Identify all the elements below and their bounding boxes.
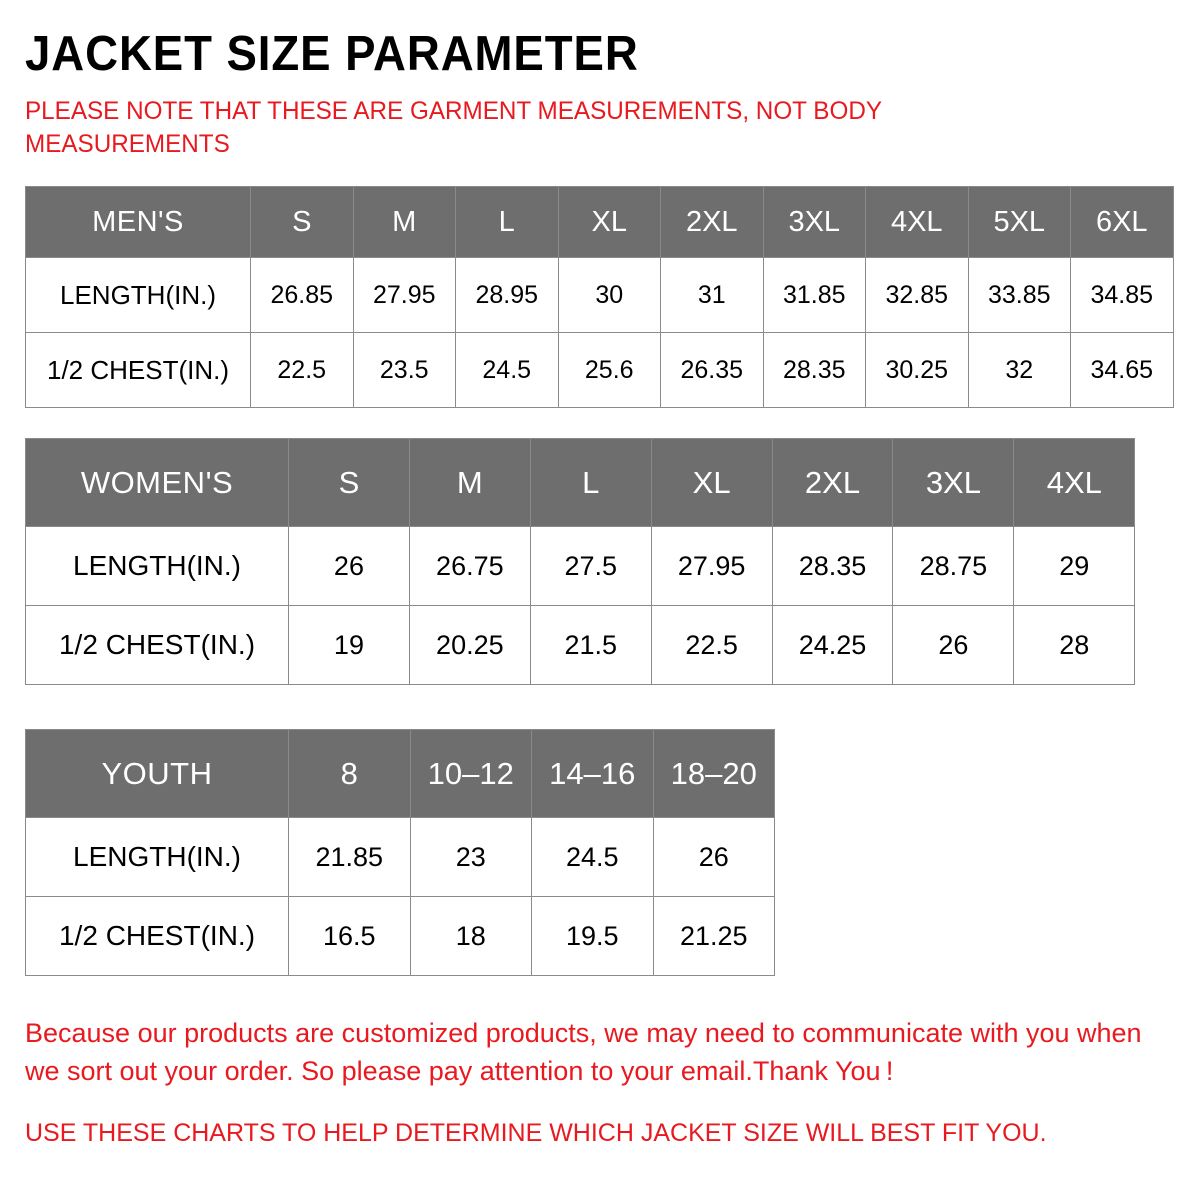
mens-col-header-3xl: 3XL xyxy=(762,186,866,258)
mens-row-label-length: LENGTH(IN.) xyxy=(25,257,251,333)
mens-length-xl: 30 xyxy=(557,257,661,333)
mens-chest-m: 23.5 xyxy=(352,332,456,408)
mens-length-2xl: 31 xyxy=(660,257,764,333)
womens-row-label-chest: 1/2 CHEST(IN.) xyxy=(25,605,289,685)
mens-chest-3xl: 28.35 xyxy=(762,332,866,408)
womens-length-s: 26 xyxy=(288,526,410,606)
youth-chest-14-16: 19.5 xyxy=(531,896,654,976)
garment-measurement-note: PLEASE NOTE THAT THESE ARE GARMENT MEASU… xyxy=(25,97,882,158)
mens-chest-2xl: 26.35 xyxy=(660,332,764,408)
table-header-row: YOUTH 8 10–12 14–16 18–20 xyxy=(25,729,775,818)
mens-length-l: 28.95 xyxy=(455,257,559,333)
footnote-custom-products: Because our products are customized prod… xyxy=(25,1018,1142,1087)
womens-chest-3xl: 26 xyxy=(892,605,1015,685)
womens-col-header-3xl: 3XL xyxy=(892,438,1015,527)
mens-length-m: 27.95 xyxy=(352,257,456,333)
womens-length-l: 27.5 xyxy=(529,526,652,606)
youth-length-8: 21.85 xyxy=(288,817,411,897)
table-row: 1/2 CHEST(IN.) 19 20.25 21.5 22.5 24.25 … xyxy=(25,605,1136,685)
youth-col-header-14-16: 14–16 xyxy=(531,729,654,818)
mens-length-4xl: 32.85 xyxy=(865,257,969,333)
table-row: 1/2 CHEST(IN.) 22.5 23.5 24.5 25.6 26.35… xyxy=(25,332,1174,408)
womens-chest-s: 19 xyxy=(288,605,410,685)
mens-col-header-2xl: 2XL xyxy=(660,186,764,258)
table-row: LENGTH(IN.) 26 26.75 27.5 27.95 28.35 28… xyxy=(25,526,1136,606)
womens-length-4xl: 29 xyxy=(1013,526,1136,606)
table-header-row: WOMEN'S S M L XL 2XL 3XL 4XL xyxy=(25,438,1136,527)
youth-table-title: YOUTH xyxy=(25,729,289,818)
womens-length-m: 26.75 xyxy=(408,526,531,606)
mens-row-label-chest: 1/2 CHEST(IN.) xyxy=(25,332,251,408)
womens-col-header-4xl: 4XL xyxy=(1013,438,1136,527)
mens-length-6xl: 34.85 xyxy=(1070,257,1174,333)
mens-col-header-6xl: 6XL xyxy=(1070,186,1174,258)
mens-length-5xl: 33.85 xyxy=(967,257,1071,333)
mens-col-header-xl: XL xyxy=(557,186,661,258)
womens-table-title: WOMEN'S xyxy=(25,438,289,527)
youth-row-label-chest: 1/2 CHEST(IN.) xyxy=(25,896,289,976)
womens-chest-l: 21.5 xyxy=(529,605,652,685)
youth-length-14-16: 24.5 xyxy=(531,817,654,897)
womens-col-header-2xl: 2XL xyxy=(771,438,894,527)
page-title: JACKET SIZE PARAMETER xyxy=(25,27,639,81)
womens-length-3xl: 28.75 xyxy=(892,526,1015,606)
mens-chest-6xl: 34.65 xyxy=(1070,332,1174,408)
womens-chest-4xl: 28 xyxy=(1013,605,1136,685)
mens-chest-l: 24.5 xyxy=(455,332,559,408)
mens-chest-4xl: 30.25 xyxy=(865,332,969,408)
youth-col-header-18-20: 18–20 xyxy=(652,729,775,818)
womens-col-header-xl: XL xyxy=(650,438,773,527)
womens-size-table: WOMEN'S S M L XL 2XL 3XL 4XL LENGTH(IN.)… xyxy=(25,438,1136,685)
youth-col-header-10-12: 10–12 xyxy=(409,729,532,818)
table-row: LENGTH(IN.) 21.85 23 24.5 26 xyxy=(25,817,775,897)
footnote-use-charts: USE THESE CHARTS TO HELP DETERMINE WHICH… xyxy=(25,1118,1047,1147)
mens-length-3xl: 31.85 xyxy=(762,257,866,333)
mens-col-header-m: M xyxy=(352,186,456,258)
table-row: 1/2 CHEST(IN.) 16.5 18 19.5 21.25 xyxy=(25,896,775,976)
mens-col-header-l: L xyxy=(455,186,559,258)
womens-chest-xl: 22.5 xyxy=(650,605,773,685)
mens-table-title: MEN'S xyxy=(25,186,251,258)
mens-chest-5xl: 32 xyxy=(967,332,1071,408)
youth-length-18-20: 26 xyxy=(652,817,775,897)
womens-col-header-s: S xyxy=(288,438,410,527)
mens-chest-xl: 25.6 xyxy=(557,332,661,408)
table-header-row: MEN'S S M L XL 2XL 3XL 4XL 5XL 6XL xyxy=(25,186,1174,258)
youth-row-label-length: LENGTH(IN.) xyxy=(25,817,289,897)
mens-size-table: MEN'S S M L XL 2XL 3XL 4XL 5XL 6XL LENGT… xyxy=(25,186,1174,408)
youth-col-header-8: 8 xyxy=(288,729,411,818)
mens-chest-s: 22.5 xyxy=(250,332,354,408)
mens-col-header-s: S xyxy=(250,186,354,258)
womens-chest-m: 20.25 xyxy=(408,605,531,685)
youth-length-10-12: 23 xyxy=(409,817,532,897)
youth-chest-10-12: 18 xyxy=(409,896,532,976)
womens-col-header-l: L xyxy=(529,438,652,527)
mens-length-s: 26.85 xyxy=(250,257,354,333)
womens-length-2xl: 28.35 xyxy=(771,526,894,606)
womens-col-header-m: M xyxy=(408,438,531,527)
youth-chest-8: 16.5 xyxy=(288,896,411,976)
mens-col-header-5xl: 5XL xyxy=(967,186,1071,258)
womens-length-xl: 27.95 xyxy=(650,526,773,606)
youth-chest-18-20: 21.25 xyxy=(652,896,775,976)
womens-chest-2xl: 24.25 xyxy=(771,605,894,685)
table-row: LENGTH(IN.) 26.85 27.95 28.95 30 31 31.8… xyxy=(25,257,1174,333)
womens-row-label-length: LENGTH(IN.) xyxy=(25,526,289,606)
mens-col-header-4xl: 4XL xyxy=(865,186,969,258)
youth-size-table: YOUTH 8 10–12 14–16 18–20 LENGTH(IN.) 21… xyxy=(25,729,775,976)
